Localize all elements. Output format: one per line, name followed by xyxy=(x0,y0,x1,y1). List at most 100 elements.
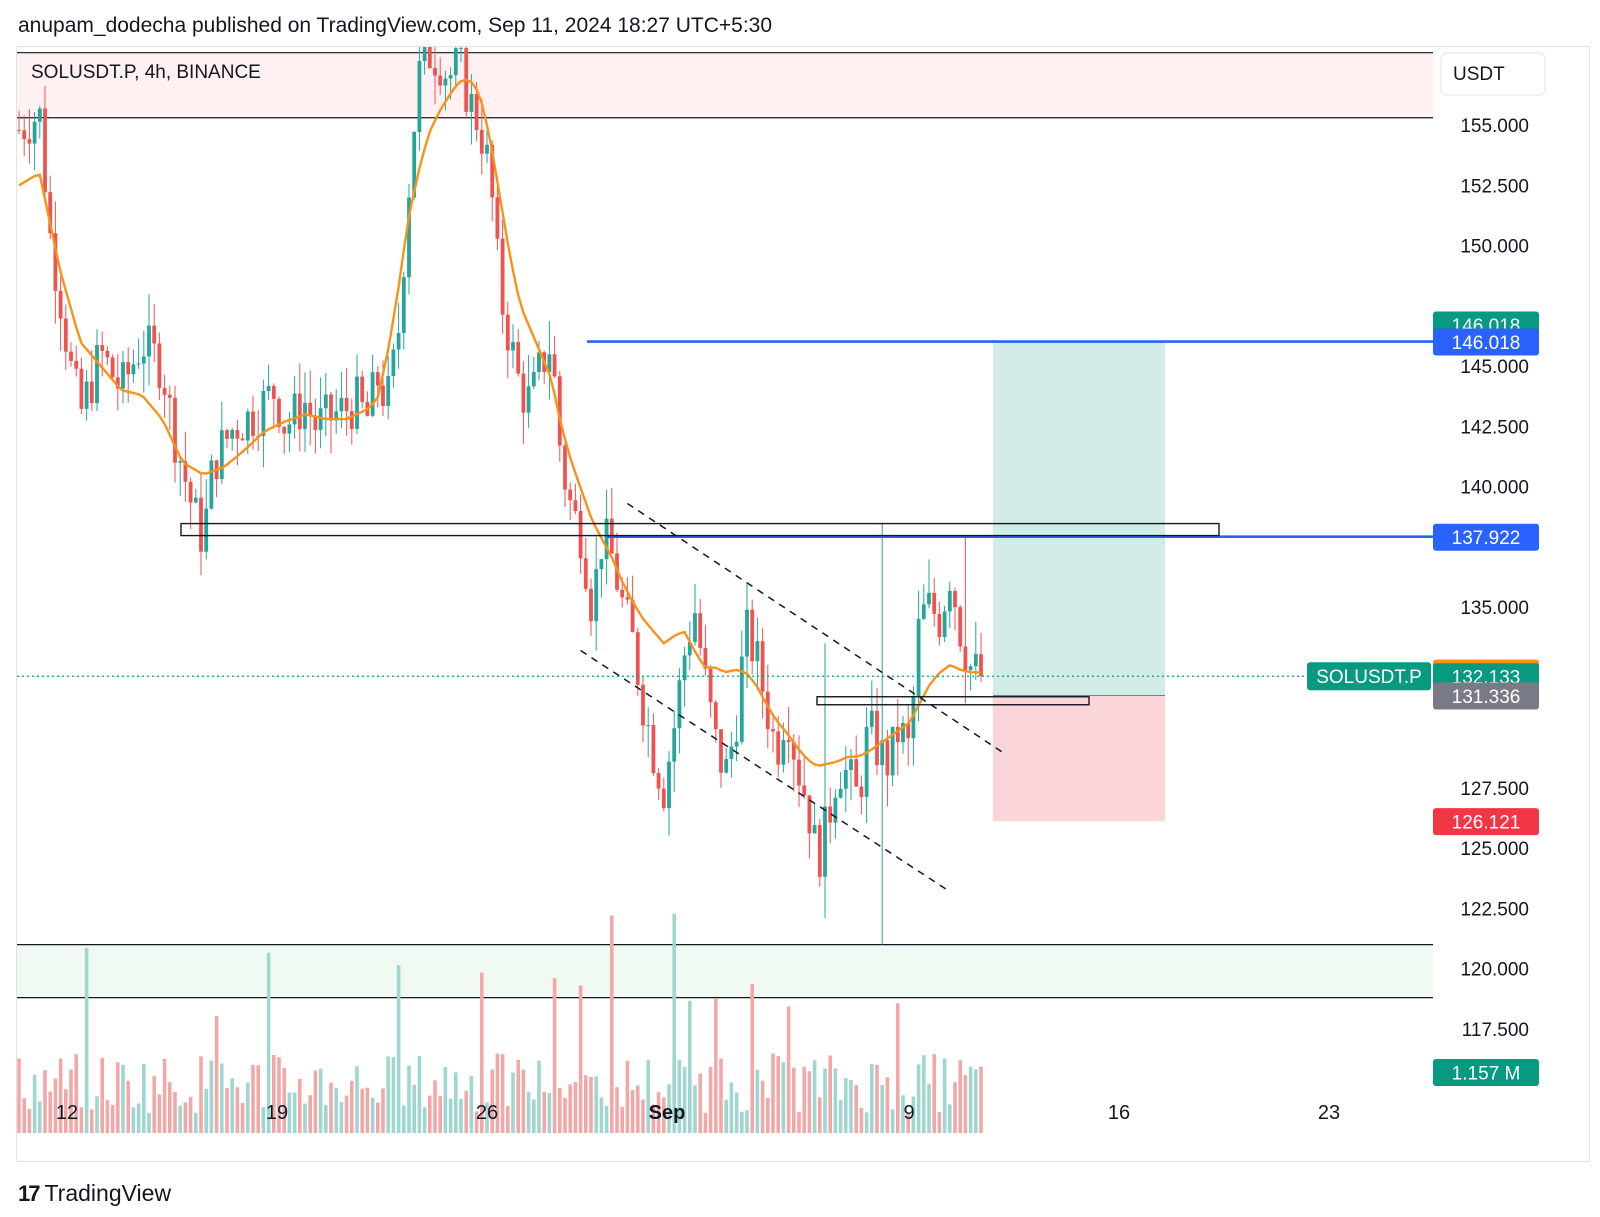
volume-bar xyxy=(552,977,557,1133)
candle-body xyxy=(292,393,297,425)
y-tick-label: 120.000 xyxy=(1460,960,1529,981)
volume-bar xyxy=(620,1106,624,1133)
candle-body xyxy=(69,351,73,361)
x-tick-label: 19 xyxy=(266,1102,288,1124)
volume-bar xyxy=(734,1092,739,1133)
candle-body xyxy=(937,613,942,638)
volume-bar xyxy=(667,1084,671,1133)
volume-bar xyxy=(558,1087,562,1133)
candle-body xyxy=(422,47,427,61)
volume-bar xyxy=(131,1107,136,1133)
volume-bar xyxy=(240,1102,245,1133)
volume-bar xyxy=(963,1075,968,1133)
volume-bar xyxy=(266,952,271,1133)
candle-body xyxy=(188,481,193,503)
volume-bar xyxy=(282,1067,286,1133)
candle-body xyxy=(797,759,801,786)
candle-body xyxy=(786,740,791,742)
candle-body xyxy=(807,795,812,834)
candle-body xyxy=(693,613,697,642)
volume-bar xyxy=(360,1088,364,1133)
candle-body xyxy=(869,710,874,727)
candle-body xyxy=(875,710,879,766)
candle-body xyxy=(147,325,151,357)
candle-body xyxy=(828,806,833,823)
footer-brand[interactable]: 17 TradingView xyxy=(18,1180,171,1207)
volume-bar xyxy=(355,1066,359,1133)
candle-body xyxy=(578,511,583,559)
volume-bar xyxy=(173,1091,177,1133)
volume-bar xyxy=(854,1085,858,1133)
candle-body xyxy=(625,597,630,600)
channel-line-2 xyxy=(580,649,951,893)
volume-bar xyxy=(625,1060,630,1133)
candle-body xyxy=(698,613,703,648)
volume-bar xyxy=(573,1081,578,1133)
candle-body xyxy=(641,684,645,726)
y-tick-label: 152.500 xyxy=(1460,176,1529,197)
candle-body xyxy=(599,559,604,570)
candle-body xyxy=(438,75,443,86)
volume-bar xyxy=(147,1112,151,1133)
volume-bar xyxy=(58,1058,63,1133)
volume-bar xyxy=(833,1068,838,1133)
volume-bar xyxy=(495,1053,500,1133)
candle-body xyxy=(225,430,229,439)
chart-frame[interactable]: 155.000 152.500 150.000 145.000 142.500 140.0… xyxy=(16,46,1590,1162)
candle-body xyxy=(516,342,521,374)
candle-body xyxy=(63,318,68,352)
candle-body xyxy=(953,590,957,608)
volume-bar xyxy=(121,1064,125,1133)
volume-bar xyxy=(651,1104,656,1133)
ema-line xyxy=(18,78,982,767)
price-tag-stop-label: 126.121 xyxy=(1452,813,1521,834)
candle-body xyxy=(235,429,240,439)
price-tag-blue-label: 137.922 xyxy=(1452,528,1521,549)
volume-bar xyxy=(324,1104,328,1133)
volume-bar xyxy=(381,1088,385,1133)
candle-body xyxy=(781,740,786,765)
volume-bar xyxy=(953,1082,957,1133)
candle-body xyxy=(43,108,47,193)
y-tick-label: 135.000 xyxy=(1460,598,1529,619)
volume-bar xyxy=(168,1082,172,1133)
y-tick-label: 125.000 xyxy=(1460,839,1529,860)
volume-bar xyxy=(906,1112,910,1133)
currency-label[interactable]: USDT xyxy=(1453,64,1505,85)
candle-body xyxy=(916,618,921,697)
candle-body xyxy=(396,333,401,350)
volume-bar xyxy=(199,1056,203,1133)
volume-bar xyxy=(870,1064,874,1133)
volume-bar xyxy=(724,1099,728,1133)
target-zone xyxy=(993,341,1165,696)
candle-body xyxy=(459,47,463,49)
volume-bar xyxy=(272,1054,276,1133)
x-tick-label: 26 xyxy=(476,1102,498,1124)
candle-body xyxy=(521,373,526,413)
candle-body xyxy=(563,445,567,490)
candle-body xyxy=(443,78,448,86)
candle-body xyxy=(100,345,105,351)
candle-body xyxy=(469,93,474,112)
candle-body xyxy=(932,592,937,614)
price-chart[interactable]: 155.000 152.500 150.000 145.000 142.500 140.0… xyxy=(17,47,1591,1163)
candle-body xyxy=(219,430,224,480)
volume-bar xyxy=(448,1098,453,1133)
x-tick-label: Sep xyxy=(649,1102,686,1124)
candle-body xyxy=(973,654,978,667)
volume-bar xyxy=(27,1109,32,1133)
volume-bar xyxy=(506,1105,510,1133)
candle-body xyxy=(53,233,58,291)
candle-body xyxy=(724,759,729,773)
candle-body xyxy=(511,342,515,351)
candle-body xyxy=(750,609,755,662)
candle-body xyxy=(401,277,406,334)
candle-body xyxy=(266,386,271,391)
stop-zone xyxy=(993,695,1165,822)
volume-bar xyxy=(38,1101,42,1133)
candle-body xyxy=(620,589,625,598)
candle-body xyxy=(105,350,110,358)
volume-bar xyxy=(896,1003,900,1133)
candle-body xyxy=(854,759,859,787)
candle-body xyxy=(27,139,32,144)
